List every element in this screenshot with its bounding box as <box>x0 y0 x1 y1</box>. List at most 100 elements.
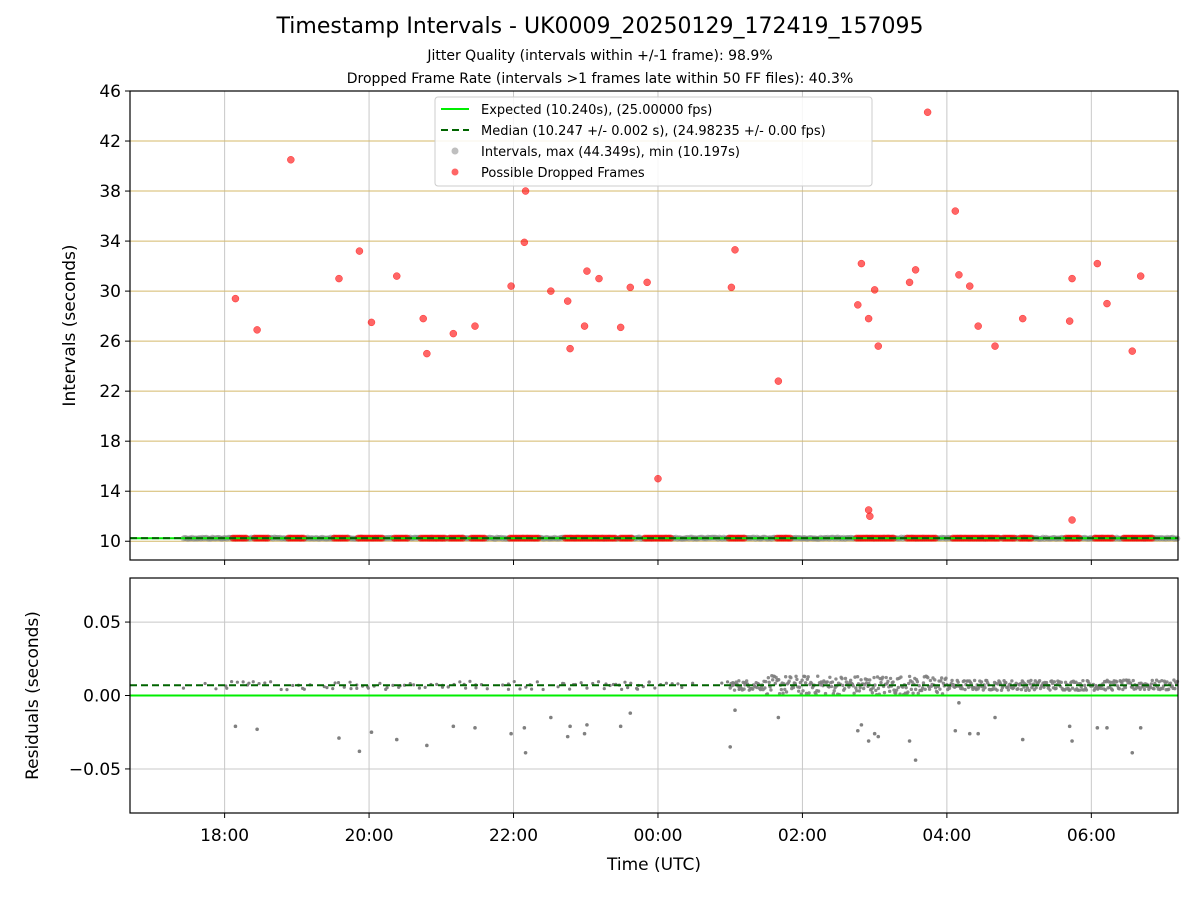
residual-point <box>596 680 601 684</box>
residual-point <box>535 680 539 684</box>
residual-point <box>1074 680 1078 684</box>
residual-point <box>774 675 778 680</box>
residual-point <box>871 686 875 690</box>
residual-point <box>927 687 932 691</box>
residual-point <box>1120 681 1124 685</box>
residual-point <box>816 689 821 693</box>
residual-point <box>1134 687 1138 691</box>
residual-point <box>865 678 869 682</box>
residual-point <box>1142 687 1147 692</box>
dropped-frame-point <box>335 274 343 283</box>
residual-point <box>1167 687 1171 691</box>
dropped-frame-point <box>367 318 376 327</box>
residual-point <box>635 687 640 691</box>
residual-point <box>803 681 808 685</box>
residual-outlier-point <box>565 734 570 739</box>
residual-point <box>801 689 805 693</box>
residual-point <box>1165 680 1169 684</box>
residual-outlier-point <box>993 715 997 720</box>
residual-point <box>742 687 746 691</box>
residual-point <box>859 678 863 682</box>
residual-point <box>876 686 881 691</box>
residual-point <box>440 685 445 689</box>
residual-point <box>915 680 920 684</box>
dropped-frame-point <box>521 187 530 195</box>
residual-point <box>870 690 875 695</box>
residual-point <box>464 686 468 690</box>
residual-outlier-point <box>568 724 572 729</box>
residual-point <box>1044 680 1049 685</box>
x-tick-label: 02:00 <box>778 826 827 846</box>
residual-point <box>680 685 684 690</box>
residual-point <box>966 685 971 690</box>
residual-point <box>787 679 791 683</box>
dropped-frame-point <box>955 271 963 279</box>
residual-outlier-point <box>907 739 912 743</box>
residual-outlier-point <box>1130 750 1135 755</box>
residual-point <box>336 680 341 685</box>
dropped-frame-point <box>857 259 866 268</box>
y-tick-label: 38 <box>99 182 121 202</box>
dropped-frame-point <box>911 266 920 274</box>
residual-point <box>474 686 478 690</box>
residual-point <box>794 674 798 679</box>
residual-point <box>1004 680 1008 685</box>
residual-point <box>1077 688 1082 692</box>
residual-point <box>840 676 844 681</box>
residual-point <box>1024 688 1028 693</box>
residual-point <box>907 681 911 686</box>
residual-point <box>556 685 560 689</box>
y-tick-label: 18 <box>99 432 121 452</box>
residual-point <box>349 687 353 691</box>
residual-outlier-point <box>549 715 553 720</box>
residual-point <box>789 676 793 680</box>
residual-point <box>798 680 803 685</box>
residual-point <box>920 686 925 690</box>
residual-point <box>906 690 910 694</box>
intervals-panel: 10 14 18 22 26 30 34 38 42 46 Intervals (seconds) E… <box>60 82 1181 565</box>
residual-point <box>941 681 946 685</box>
residual-point <box>561 681 565 685</box>
residual-point <box>355 686 359 690</box>
residual-point <box>241 680 245 684</box>
dropped-frame-point <box>393 272 401 280</box>
residual-outlier-point <box>369 730 374 735</box>
residual-point <box>1054 686 1058 691</box>
residual-point <box>1115 680 1119 684</box>
residual-point <box>864 681 868 685</box>
residual-outlier-point <box>1138 726 1143 730</box>
residual-point <box>751 687 755 691</box>
residual-point <box>779 687 784 692</box>
residual-point <box>935 690 940 695</box>
residual-point <box>385 686 389 690</box>
residual-point <box>804 691 809 696</box>
dropped-frame-point <box>1068 516 1076 524</box>
residual-point <box>458 680 462 684</box>
dropped-frame-point <box>1068 274 1076 283</box>
residual-point <box>933 678 937 682</box>
residual-outlier-point <box>859 723 864 727</box>
residual-point <box>1149 682 1154 686</box>
residual-point <box>832 689 836 693</box>
y-axis-label: Residuals (seconds) <box>23 611 43 780</box>
residual-point <box>1150 678 1154 683</box>
residual-point <box>956 680 960 684</box>
residual-point <box>1110 688 1115 692</box>
dropped-frame-point <box>1065 317 1074 325</box>
residual-point <box>620 687 624 691</box>
dropped-frame-point <box>991 342 999 350</box>
residual-point <box>854 686 858 690</box>
residual-point <box>333 681 337 685</box>
residual-outlier-point <box>337 736 341 740</box>
chart-title: Timestamp Intervals - UK0009_20250129_17… <box>276 14 924 39</box>
residual-point <box>896 685 901 690</box>
residual-point <box>806 675 810 679</box>
residual-point <box>378 681 382 685</box>
dropped-frame-point <box>643 278 651 287</box>
residual-outlier-point <box>618 724 623 729</box>
dropped-frame-point <box>965 282 974 290</box>
residual-point <box>518 687 522 691</box>
residual-point <box>417 686 421 690</box>
residual-outlier-point <box>733 708 737 712</box>
residual-point <box>348 680 352 684</box>
